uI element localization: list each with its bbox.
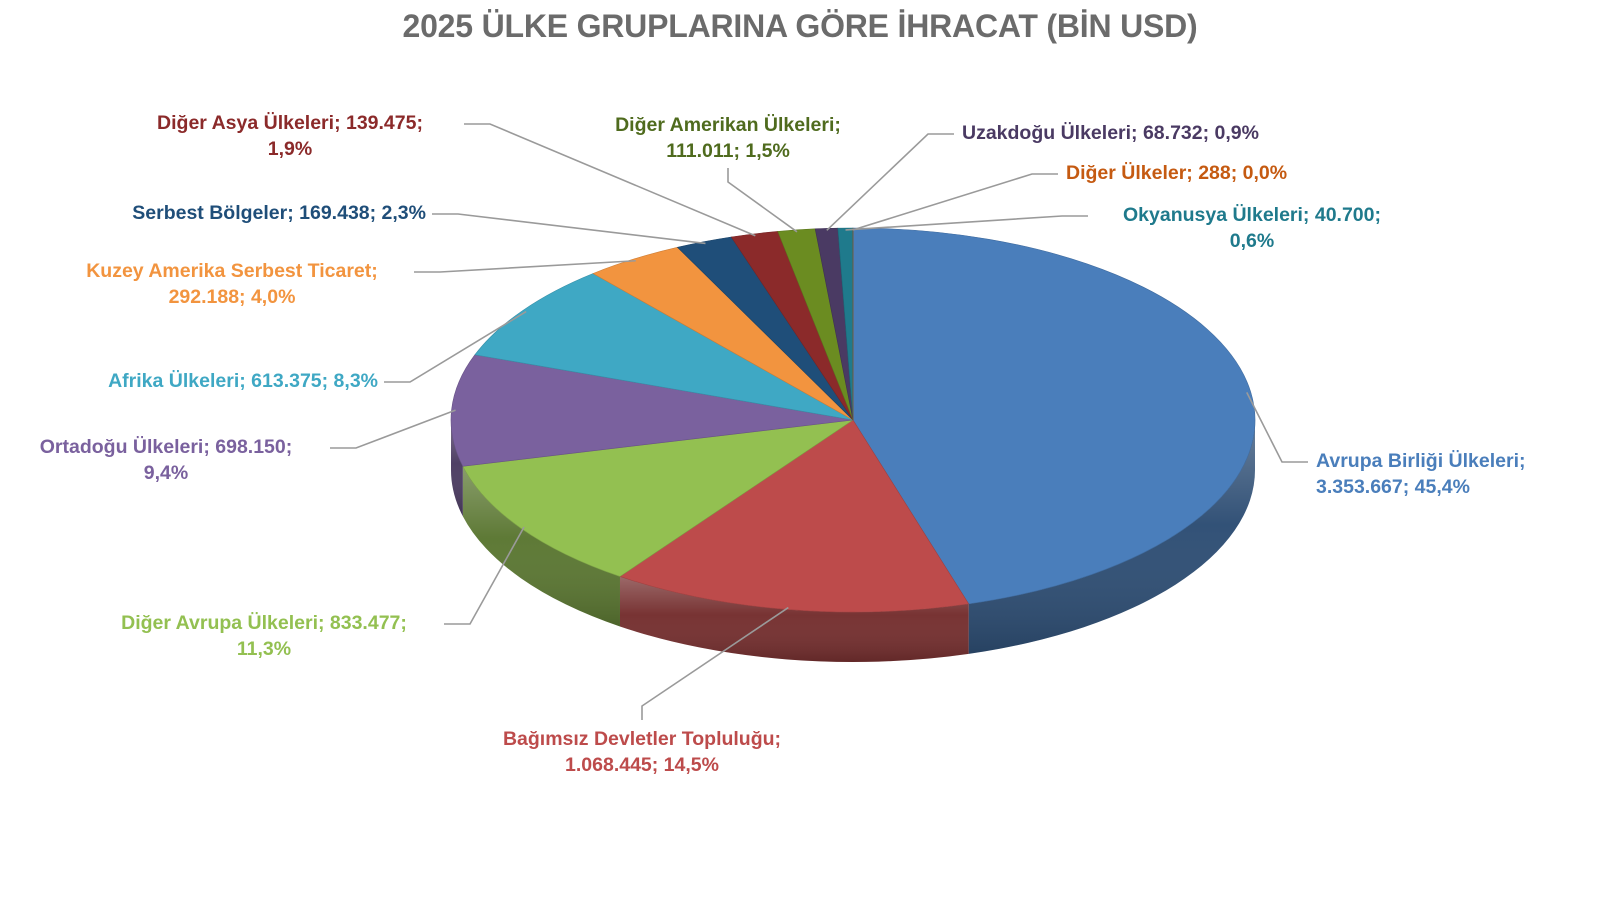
leader-line-serbest-bolgeler [432,213,706,245]
leader-line-kuzey-amerika [414,259,636,273]
leader-line-diger-avrupa [444,526,525,625]
data-label-serbest-bolgeler: Serbest Bölgeler; 169.438; 2,3% [132,202,426,224]
pie-top-faces [450,227,1256,613]
leader-line-ortadogu [330,409,456,449]
data-label-kuzey-amerika: Kuzey Amerika Serbest Ticaret; 292.188; … [86,260,378,309]
pie-3d-side-walls [451,420,1255,662]
data-label-ortadogu: Ortadoğu Ülkeleri; 698.150; 9,4% [39,436,293,485]
leader-line-afrika [384,310,527,383]
pie-side-gloss-0 [968,420,1255,654]
data-label-bagimsiz-devletler: Bağımsız Devletler Topluluğu; 1.068.445;… [502,728,782,777]
data-label-diger-ulkeler: Diğer Ülkeler; 288; 0,0% [1066,162,1288,184]
data-label-okyanusya: Okyanusya Ülkeleri; 40.700; 0,6% [1123,204,1381,253]
pie-slice-ortado-u-lkeleri[interactable] [450,354,854,467]
leader-line-avrupa-birligi [1246,391,1308,463]
leader-line-diger-asya [464,123,756,237]
pie-side-gloss-2 [462,466,620,627]
leader-line-diger-amerikan [727,168,798,233]
data-label-diger-avrupa: Diğer Avrupa Ülkeleri; 833.477; 11,3% [121,612,407,661]
data-label-uzakdogu: Uzakdoğu Ülkeleri; 68.732; 0,9% [962,122,1259,144]
data-label-afrika: Afrika Ülkeleri; 613.375; 8,3% [108,370,378,392]
leader-line-bagimsiz-devletler [641,606,789,720]
leader-line-diger-ulkeler [852,173,1058,231]
pie-slice-di-er-avrupa-lkeleri[interactable] [462,419,854,577]
pie-slice-afrika-lkeleri[interactable] [474,273,854,421]
pie-slice-ba-ms-z-devletler-toplulu-u[interactable] [619,419,970,613]
leader-line-uzakdogu [826,133,954,231]
pie-side-gloss-1 [619,576,969,662]
chart-title: 2025 ÜLKE GRUPLARINA GÖRE İHRACAT (BİN U… [402,8,1198,44]
data-label-diger-amerikan: Diğer Amerikan Ülkeleri; 111.011; 1,5% [615,114,841,163]
pie-slice-avrupa-birli-i-lkeleri[interactable] [852,227,1256,605]
data-label-diger-asya: Diğer Asya Ülkeleri; 139.475; 1,9% [157,112,423,161]
data-label-avrupa-birligi: Avrupa Birliği Ülkeleri; 3.353.667; 45,4… [1316,450,1526,499]
leader-lines [330,123,1308,720]
leader-line-okyanusya [845,215,1088,231]
